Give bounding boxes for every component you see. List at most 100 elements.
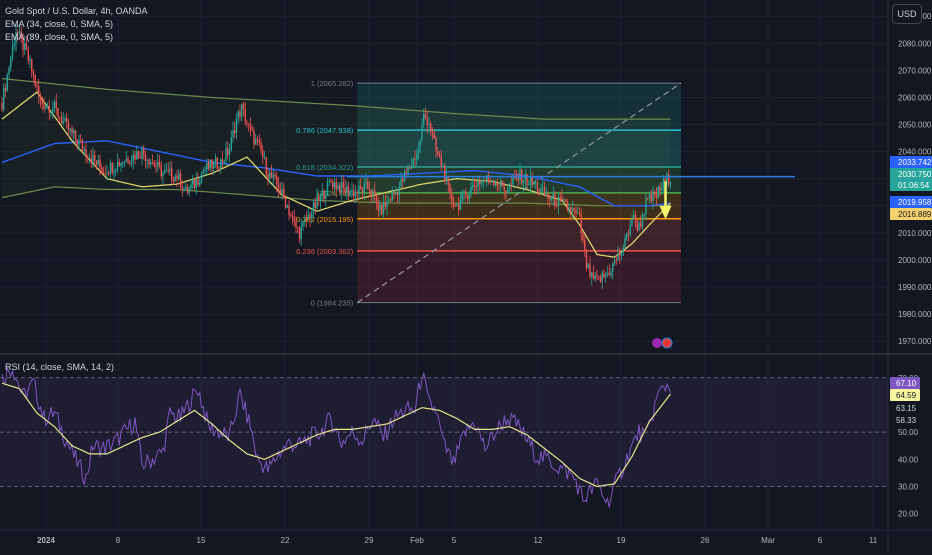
- candle-body: [578, 212, 581, 215]
- candle-body: [99, 159, 101, 168]
- candle-body: [50, 111, 52, 114]
- candle-body: [626, 233, 628, 239]
- candle-body: [400, 178, 402, 187]
- fib-zone: [357, 167, 681, 193]
- candle-body: [339, 185, 341, 193]
- candle-body: [83, 149, 85, 151]
- candle-body: [428, 123, 430, 126]
- candle-body: [295, 221, 297, 228]
- candle-body: [150, 162, 152, 165]
- candle-body: [283, 188, 285, 198]
- candle-body: [342, 181, 344, 188]
- candle-body: [11, 46, 14, 58]
- price-label-badge: [890, 196, 932, 208]
- candle-body: [466, 194, 469, 199]
- candle-body: [87, 156, 89, 159]
- candle-body: [137, 151, 140, 158]
- candle-body: [431, 131, 434, 134]
- candle-body: [134, 154, 136, 160]
- candle-body: [52, 108, 54, 112]
- candle-body: [459, 199, 462, 210]
- candle-body: [559, 197, 561, 198]
- candle-body: [617, 253, 619, 261]
- candle-body: [62, 120, 64, 124]
- candle-body: [655, 194, 658, 198]
- candle-body: [347, 186, 350, 196]
- candle-body: [356, 191, 358, 194]
- candle-body: [473, 185, 476, 187]
- candle-body: [374, 190, 376, 195]
- candle-body: [153, 162, 155, 167]
- candle-body: [571, 208, 574, 213]
- candle-body: [529, 176, 532, 184]
- candle-body: [127, 158, 129, 163]
- candle-body: [111, 162, 113, 173]
- candle-body: [4, 88, 7, 91]
- candle-body: [25, 43, 28, 50]
- candle-body: [375, 194, 378, 202]
- candle-body: [367, 181, 369, 189]
- candle-body: [158, 162, 161, 166]
- candle-body: [449, 183, 451, 193]
- candle-body: [622, 247, 624, 253]
- candle-body: [46, 105, 49, 108]
- candle-body: [498, 185, 500, 187]
- event-flag-icon: [661, 337, 673, 349]
- candle-body: [64, 118, 66, 121]
- candle-body: [146, 160, 148, 161]
- candle-body: [192, 179, 194, 185]
- candle-body: [354, 191, 357, 197]
- candle-body: [538, 191, 540, 193]
- price-label-badge: [890, 168, 932, 180]
- candle-body: [507, 189, 509, 194]
- price-tick-label: 2000.000: [898, 256, 932, 265]
- candle-body: [605, 274, 607, 277]
- candle-body: [36, 85, 38, 87]
- candle-body: [186, 186, 189, 193]
- time-tick-label: 6: [818, 536, 823, 545]
- price-tick-label: 1990.000: [898, 283, 932, 292]
- candle-body: [80, 140, 82, 142]
- ema89-line: [1, 140, 671, 207]
- currency-button[interactable]: USD: [892, 4, 922, 24]
- candle-body: [620, 252, 623, 256]
- candle-body: [398, 186, 400, 196]
- candle-body: [232, 130, 234, 138]
- candle-body: [396, 191, 399, 196]
- candle-body: [668, 174, 670, 185]
- candle-body: [659, 186, 661, 191]
- candle-body: [456, 204, 458, 207]
- candle-body: [171, 168, 173, 180]
- candle-body: [440, 156, 442, 167]
- candle-body: [386, 201, 388, 207]
- candle-body: [410, 165, 413, 169]
- candle-body: [661, 188, 663, 191]
- candle-body: [496, 183, 498, 186]
- candle-body: [41, 100, 43, 105]
- candle-body: [514, 177, 516, 179]
- candle-body: [164, 170, 166, 173]
- candle-body: [416, 153, 418, 160]
- candle-body: [554, 193, 556, 206]
- candle-body: [290, 214, 292, 216]
- candle-body: [109, 162, 112, 174]
- candle-body: [216, 157, 218, 169]
- candle-body: [379, 204, 381, 211]
- candle-body: [412, 158, 414, 166]
- candle-body: [269, 172, 271, 179]
- candle-body: [540, 188, 542, 192]
- time-tick-label: 8: [116, 536, 121, 545]
- candle-body: [304, 219, 306, 222]
- candle-body: [132, 154, 134, 161]
- candle-body: [227, 148, 229, 155]
- candle-body: [330, 181, 332, 183]
- candle-body: [225, 148, 227, 161]
- candle-body: [15, 32, 17, 44]
- time-tick-label: 22: [281, 536, 290, 545]
- candle-body: [309, 214, 311, 219]
- candle-body: [487, 175, 490, 181]
- candle-body: [615, 260, 617, 261]
- candle-body: [323, 190, 325, 199]
- candle-body: [669, 182, 672, 185]
